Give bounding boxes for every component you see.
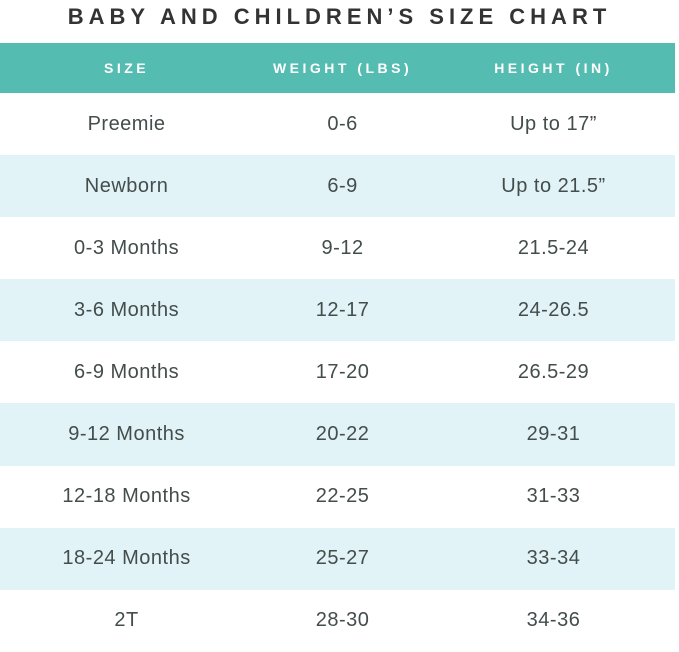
height-cell: 29-31 — [526, 423, 581, 446]
table-row: 6-9 Months 17-20 26.5-29 — [0, 341, 675, 404]
height-cell: Up to 21.5” — [501, 174, 606, 197]
weight-cell: 20-22 — [315, 423, 370, 446]
size-cell: 18-24 Months — [62, 547, 191, 570]
height-cell: 31-33 — [526, 485, 581, 508]
size-cell: Preemie — [87, 112, 166, 135]
size-cell: 6-9 Months — [74, 360, 180, 383]
table-row: Preemie 0-6 Up to 17” — [0, 93, 675, 156]
size-cell: 0-3 Months — [74, 236, 180, 259]
weight-cell: 9-12 — [321, 236, 364, 259]
size-cell: Newborn — [84, 174, 169, 197]
height-cell: 26.5-29 — [517, 360, 590, 383]
weight-cell: 28-30 — [315, 609, 370, 632]
table-row: 9-12 Months 20-22 29-31 — [0, 403, 675, 466]
table-row: 3-6 Months 12-17 24-26.5 — [0, 279, 675, 342]
table-row: 0-3 Months 9-12 21.5-24 — [0, 217, 675, 280]
table-row: 12-18 Months 22-25 31-33 — [0, 465, 675, 528]
height-cell: 24-26.5 — [517, 298, 590, 321]
height-cell: Up to 17” — [510, 112, 597, 135]
column-header-height: HEIGHT (IN) — [494, 60, 613, 76]
size-cell: 3-6 Months — [74, 298, 180, 321]
weight-cell: 25-27 — [315, 547, 370, 570]
chart-title: BABY AND CHILDREN’S SIZE CHART — [67, 4, 612, 29]
height-cell: 33-34 — [526, 547, 581, 570]
size-cell: 12-18 Months — [62, 485, 191, 508]
height-cell: 21.5-24 — [517, 236, 590, 259]
table-row: 2T 28-30 34-36 — [0, 589, 675, 652]
weight-cell: 22-25 — [315, 485, 370, 508]
weight-cell: 12-17 — [315, 298, 370, 321]
table-row: Newborn 6-9 Up to 21.5” — [0, 155, 675, 218]
column-header-size: SIZE — [104, 60, 150, 76]
height-cell: 34-36 — [526, 609, 581, 632]
table-row: 18-24 Months 25-27 33-34 — [0, 527, 675, 590]
column-header-weight: WEIGHT (LBS) — [272, 60, 413, 76]
table-header-row: SIZE WEIGHT (LBS) HEIGHT (IN) — [0, 43, 675, 93]
weight-cell: 0-6 — [327, 112, 358, 135]
weight-cell: 17-20 — [315, 360, 370, 383]
size-cell: 2T — [114, 609, 139, 632]
weight-cell: 6-9 — [327, 174, 358, 197]
size-chart-table: SIZE WEIGHT (LBS) HEIGHT (IN) Preemie 0-… — [0, 43, 675, 652]
size-cell: 9-12 Months — [68, 423, 185, 446]
